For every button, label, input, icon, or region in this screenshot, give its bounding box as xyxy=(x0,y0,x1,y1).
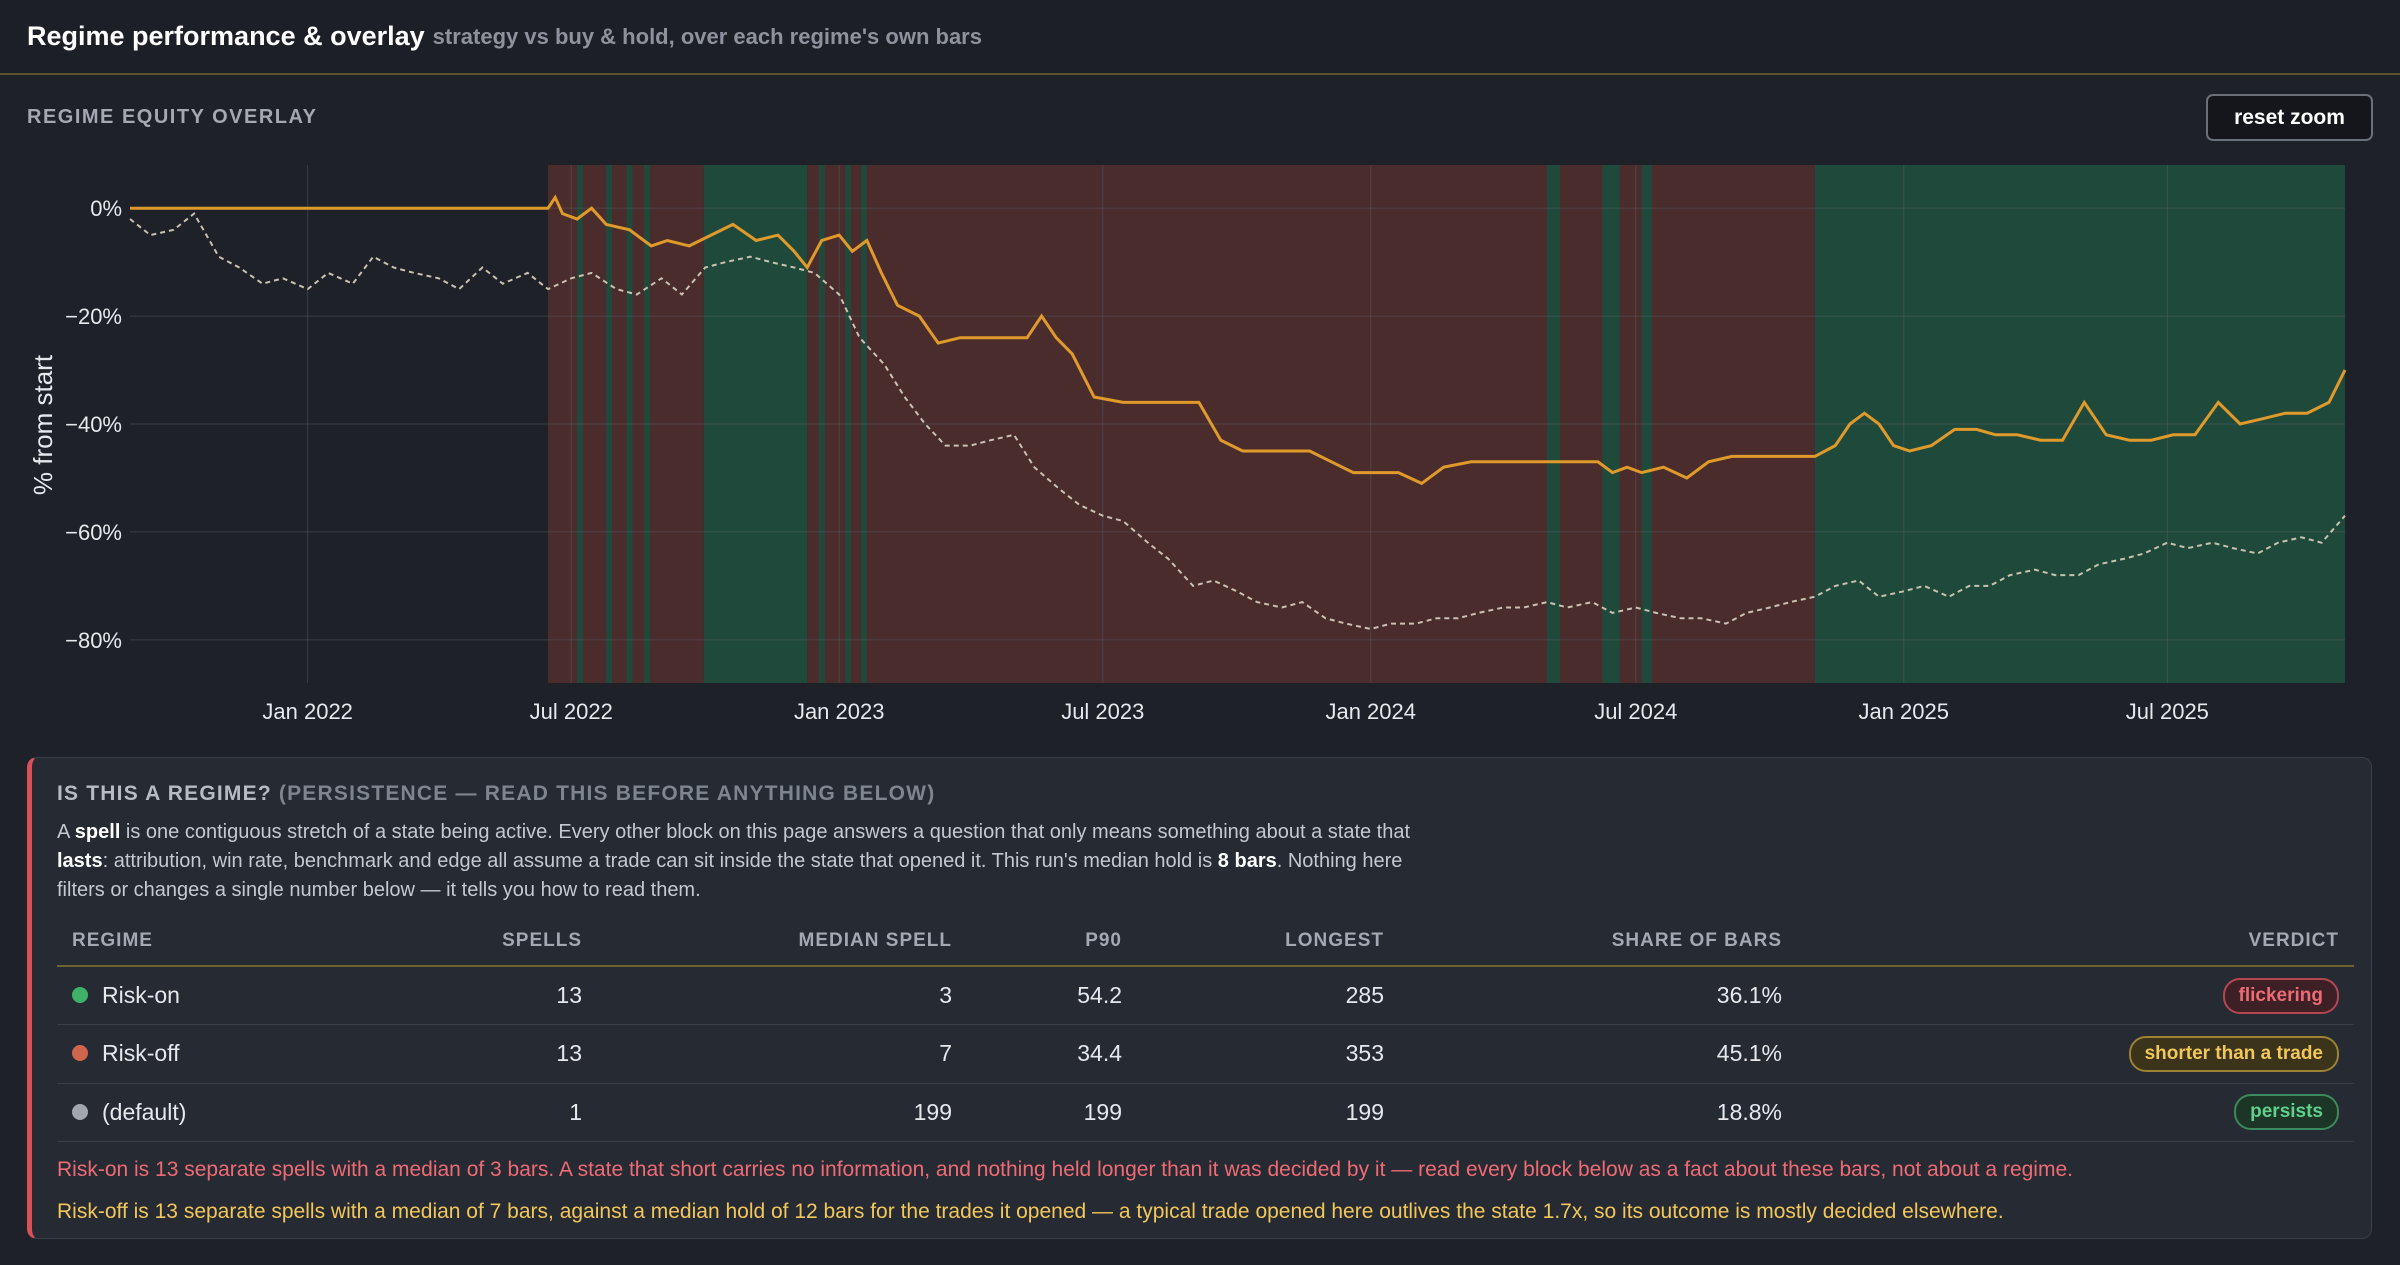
intro-text-4: . Nothing here filters or changes a sing… xyxy=(57,850,1403,901)
y-tick-label: −40% xyxy=(65,412,122,437)
p90-cell: 54.2 xyxy=(967,966,1137,1025)
regime-bands xyxy=(547,165,2345,683)
spells-cell: 13 xyxy=(357,966,597,1025)
page-subtitle: strategy vs buy & hold, over each regime… xyxy=(432,23,982,49)
col-header-regime: REGIME xyxy=(57,916,357,967)
regime-dot xyxy=(72,1045,88,1062)
regime-band-risk-on xyxy=(1641,165,1652,683)
table-row: (default) 1 199 199 199 18.8% persists xyxy=(57,1083,2354,1142)
risk-off-warning: Risk-off is 13 separate spells with a me… xyxy=(57,1200,2004,1223)
median-spell-cell: 199 xyxy=(597,1083,967,1142)
intro-text-2: is one contiguous stretch of a state bei… xyxy=(120,821,1411,843)
regime-band-risk-on xyxy=(861,165,867,683)
intro-bold-hold: 8 bars xyxy=(1217,850,1277,872)
verdict-badge: persists xyxy=(2234,1094,2339,1131)
x-tick-label: Jan 2024 xyxy=(1325,699,1416,720)
col-header-share: SHARE OF BARS xyxy=(1399,916,1797,967)
regime-band-risk-on xyxy=(845,165,851,683)
verdict-cell: flickering xyxy=(1797,966,2354,1025)
x-tick-label: Jul 2022 xyxy=(530,699,613,720)
y-axis-ticks: 0% −20% −40% −60% −80% xyxy=(65,196,122,653)
intro-bold-spell: spell xyxy=(74,821,121,843)
y-tick-label: −80% xyxy=(65,628,122,653)
regime-band-risk-on xyxy=(626,165,633,683)
col-header-longest: LONGEST xyxy=(1137,916,1399,967)
regime-band-risk-off xyxy=(547,165,704,683)
spells-cell: 13 xyxy=(357,1024,597,1084)
persistence-card: IS THIS A REGIME? (PERSISTENCE — READ TH… xyxy=(27,757,2372,1239)
median-spell-cell: 3 xyxy=(597,966,967,1025)
p90-cell: 199 xyxy=(967,1083,1137,1142)
share-cell: 45.1% xyxy=(1399,1024,1797,1084)
regime-cell: Risk-off xyxy=(57,1024,357,1084)
regime-dot xyxy=(72,1103,88,1120)
x-axis-ticks: Jan 2022 Jul 2022 Jan 2023 Jul 2023 Jan 2024… xyxy=(262,699,2209,720)
col-header-verdict: VERDICT xyxy=(1797,916,2354,967)
spells-cell: 1 xyxy=(357,1083,597,1142)
regime-name: Risk-on xyxy=(102,982,180,1008)
series-line-buy-hold xyxy=(129,212,2346,631)
verdict-cell: persists xyxy=(1797,1083,2354,1142)
regime-band-risk-on xyxy=(577,165,583,683)
persistence-heading-title: IS THIS A REGIME? xyxy=(57,782,272,805)
longest-cell: 199 xyxy=(1137,1083,1399,1142)
table-header-row: REGIME SPELLS MEDIAN SPELL P90 LONGEST S… xyxy=(57,916,2354,967)
col-header-median-spell: MEDIAN SPELL xyxy=(597,916,967,967)
x-tick-label: Jan 2023 xyxy=(794,699,885,720)
regime-band-risk-on xyxy=(818,165,825,683)
regime-band-risk-on xyxy=(1546,165,1561,683)
verdict-badge: flickering xyxy=(2222,977,2339,1014)
table-row: Risk-on 13 3 54.2 285 36.1% flickering xyxy=(57,966,2354,1025)
x-tick-label: Jul 2024 xyxy=(1594,699,1677,720)
intro-bold-lasts: lasts xyxy=(57,850,103,872)
page-title: Regime performance & overlay xyxy=(27,21,425,51)
regime-band-risk-on xyxy=(644,165,650,683)
share-cell: 36.1% xyxy=(1399,966,1797,1025)
regime-name: (default) xyxy=(102,1098,187,1125)
col-header-p90: P90 xyxy=(967,916,1137,967)
x-tick-label: Jul 2025 xyxy=(2126,699,2209,720)
regime-band-risk-on xyxy=(606,165,613,683)
series-line-strategy xyxy=(130,194,2347,486)
page-header: Regime performance & overlay strategy vs… xyxy=(0,0,2400,75)
x-tick-label: Jan 2025 xyxy=(1858,699,1949,720)
regime-cell: Risk-on xyxy=(57,966,357,1025)
y-axis-label: % from start xyxy=(28,354,58,495)
regime-equity-chart[interactable]: 0%−20%−40%−60%−80% Jan 2022 Jul 2022 Jan 2… xyxy=(0,150,2400,720)
verdict-badge: shorter than a trade xyxy=(2128,1035,2339,1072)
table-row: Risk-off 13 7 34.4 353 45.1% shorter tha… xyxy=(57,1024,2354,1084)
verdict-cell: shorter than a trade xyxy=(1797,1024,2354,1084)
median-spell-cell: 7 xyxy=(597,1024,967,1084)
persistence-table: REGIME SPELLS MEDIAN SPELL P90 LONGEST S… xyxy=(57,916,2354,1142)
regime-name: Risk-off xyxy=(102,1040,180,1067)
regime-dot xyxy=(72,986,88,1003)
p90-cell: 34.4 xyxy=(967,1024,1137,1084)
reset-zoom-button[interactable]: reset zoom xyxy=(2206,94,2373,141)
y-tick-label: −20% xyxy=(65,304,122,329)
overlay-section-label: REGIME EQUITY OVERLAY xyxy=(27,106,318,128)
risk-on-warning: Risk-on is 13 separate spells with a med… xyxy=(57,1158,2073,1181)
persistence-heading: IS THIS A REGIME? (PERSISTENCE — READ TH… xyxy=(57,782,935,806)
persistence-intro: A spell is one contiguous stretch of a s… xyxy=(57,818,1437,905)
y-tick-label: 0% xyxy=(90,196,122,221)
regime-band-risk-on xyxy=(1814,165,2345,683)
regime-cell: (default) xyxy=(57,1083,357,1142)
persistence-heading-sub: (PERSISTENCE — READ THIS BEFORE ANYTHING… xyxy=(278,782,936,805)
share-cell: 18.8% xyxy=(1399,1083,1797,1142)
regime-band-risk-on xyxy=(703,165,808,683)
x-tick-label: Jan 2022 xyxy=(262,699,353,720)
longest-cell: 353 xyxy=(1137,1024,1399,1084)
longest-cell: 285 xyxy=(1137,966,1399,1025)
x-tick-label: Jul 2023 xyxy=(1061,699,1144,720)
intro-text-1: A xyxy=(57,821,75,843)
intro-text-3: : attribution, win rate, benchmark and e… xyxy=(102,850,1218,872)
col-header-spells: SPELLS xyxy=(357,916,597,967)
regime-band-risk-on xyxy=(1602,165,1620,683)
y-tick-label: −60% xyxy=(65,520,122,545)
